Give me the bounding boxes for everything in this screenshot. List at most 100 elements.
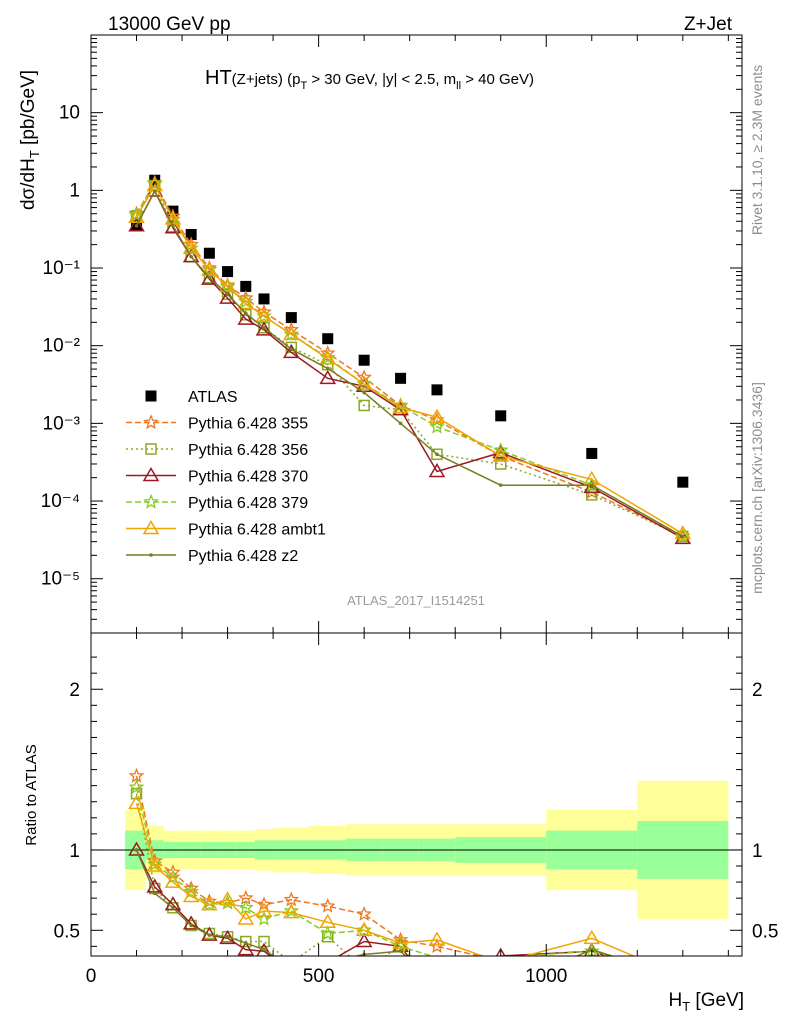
point-atlas xyxy=(185,229,197,241)
ratio-point-pythia-6-428-ambt1 xyxy=(583,929,601,945)
plot-title-end: > 40 GeV) xyxy=(461,71,534,88)
ratio-point-pythia-6-428-379 xyxy=(256,910,272,926)
point-pythia-6-428-z2 xyxy=(325,366,330,371)
y-tick-label-main: 10⁻² xyxy=(43,336,81,357)
point-pythia-6-428-379 xyxy=(128,206,145,222)
point-pythia-6-428-ambt1 xyxy=(283,325,300,341)
point-atlas xyxy=(203,247,215,259)
point-pythia-6-428-379 xyxy=(392,397,409,413)
ratio-point-pythia-6-428-ambt1 xyxy=(146,857,164,872)
point-pythia-6-428-z2 xyxy=(289,347,294,352)
x-tick-label: 500 xyxy=(303,966,335,987)
ratio-point-pythia-6-428-356 xyxy=(167,902,179,914)
ratio-series-group xyxy=(128,767,636,956)
point-pythia-6-428-370 xyxy=(201,270,218,285)
point-atlas xyxy=(586,447,598,459)
point-pythia-6-428-z2 xyxy=(398,421,403,426)
process-label: Z+Jet xyxy=(684,14,733,35)
point-pythia-6-428-379 xyxy=(429,418,445,434)
ratio-point-pythia-6-428-ambt1 xyxy=(392,934,409,949)
point-atlas xyxy=(431,384,443,396)
y-tick-label-main: 10 xyxy=(59,103,80,124)
ratio-point-pythia-6-428-379 xyxy=(319,925,336,941)
ratio-point-pythia-6-428-ambt1 xyxy=(255,902,273,917)
source-label: mcplots.cern.ch [arXiv:1306.3436] xyxy=(749,382,765,594)
ratio-point-pythia-6-428-z2 xyxy=(207,933,212,937)
point-pythia-6-428-379 xyxy=(201,261,218,277)
ratio-point-pythia-6-428-z2 xyxy=(134,848,139,852)
ratio-point-pythia-6-428-379 xyxy=(128,779,145,794)
legend-marker-pythia-6-428-370 xyxy=(142,467,160,482)
point-pythia-6-428-370 xyxy=(428,463,446,478)
point-pythia-6-428-379 xyxy=(183,240,199,255)
legend-label-pythia-6-428-z2: Pythia 6.428 z2 xyxy=(188,548,298,565)
point-pythia-6-428-356 xyxy=(586,489,598,501)
ratio-point-pythia-6-428-z2 xyxy=(189,923,193,928)
point-pythia-6-428-ambt1 xyxy=(255,307,273,322)
ratio-line-pythia-6-428-355 xyxy=(135,775,483,956)
axes-frames xyxy=(90,34,743,957)
point-atlas xyxy=(222,266,234,278)
point-pythia-6-428-356 xyxy=(494,458,507,470)
point-pythia-6-428-379 xyxy=(256,308,272,323)
point-pythia-6-428-z2 xyxy=(681,534,685,539)
legend-marker-pythia-6-428-ambt1 xyxy=(142,520,160,535)
ratio-point-pythia-6-428-ambt1 xyxy=(164,873,182,888)
point-pythia-6-428-379 xyxy=(219,278,236,294)
ratio-point-pythia-6-428-ambt1 xyxy=(283,904,300,919)
point-atlas xyxy=(322,333,334,345)
point-pythia-6-428-370 xyxy=(319,369,337,385)
point-pythia-6-428-356 xyxy=(358,399,370,412)
point-atlas xyxy=(285,312,297,324)
point-atlas xyxy=(240,280,252,292)
ratio-point-pythia-6-428-355 xyxy=(183,880,199,896)
point-atlas xyxy=(358,354,370,366)
point-pythia-6-428-356 xyxy=(431,448,443,461)
point-pythia-6-428-370 xyxy=(164,219,182,234)
ratio-point-pythia-6-428-ambt1 xyxy=(201,896,218,911)
legend-label-pythia-6-428-379: Pythia 6.428 379 xyxy=(188,495,308,512)
ratio-point-pythia-6-428-379 xyxy=(356,922,372,937)
ratio-line-pythia-6-428-370 xyxy=(135,849,610,956)
point-pythia-6-428-z2 xyxy=(435,452,439,457)
legend-label-atlas: ATLAS xyxy=(188,389,238,406)
point-pythia-6-428-ambt1 xyxy=(237,294,255,310)
ratio-point-pythia-6-428-ambt1 xyxy=(219,891,236,906)
ratio-point-pythia-6-428-z2 xyxy=(152,891,157,896)
x-axis-label-unit: [GeV] xyxy=(690,990,744,1011)
point-atlas xyxy=(258,293,270,305)
point-pythia-6-428-ambt1 xyxy=(201,261,218,276)
ratio-point-pythia-6-428-z2 xyxy=(262,947,266,952)
y-axis-label-main: dσ/dHT [pb/GeV] xyxy=(18,70,42,210)
y-tick-label-main: 10⁻³ xyxy=(43,413,81,434)
beam-label: 13000 GeV pp xyxy=(108,14,231,35)
ratio-point-pythia-6-428-z2 xyxy=(243,941,248,945)
ratio-point-pythia-6-428-z2 xyxy=(225,934,230,939)
main-panel-marks xyxy=(128,174,692,545)
point-pythia-6-428-ambt1 xyxy=(219,277,236,293)
point-pythia-6-428-z2 xyxy=(262,325,266,330)
series-line-pythia-6-428-355 xyxy=(135,181,684,538)
ratio-point-pythia-6-428-ambt1 xyxy=(237,910,255,925)
ratio-line-pythia-6-428-379 xyxy=(135,787,611,956)
y-axis-label-main-text: dσ/dH xyxy=(18,158,39,210)
point-pythia-6-428-ambt1 xyxy=(319,350,337,365)
legend-label-pythia-6-428-355: Pythia 6.428 355 xyxy=(188,416,308,433)
ratio-line-pythia-6-428-ambt1 xyxy=(135,803,636,956)
analysis-id: ATLAS_2017_I1514251 xyxy=(347,593,485,608)
ratio-point-pythia-6-428-ambt1 xyxy=(182,888,200,903)
ratio-point-pythia-6-428-379 xyxy=(165,869,181,884)
point-pythia-6-428-ambt1 xyxy=(674,525,692,540)
plot-title-rest: (Z+jets) (p xyxy=(232,71,301,88)
legend: ATLAS Pythia 6.428 355 Pythia 6.428 356 Pyt… xyxy=(126,389,326,565)
axis-ticks: 0 500 1000 10⁻⁵ 10⁻⁴ 10⁻³ 10⁻² 10⁻¹ 1 10 0.5 0.5 1 1 2… xyxy=(41,34,778,987)
ratio-uncertainty-band xyxy=(91,780,742,920)
ratio-point-pythia-6-428-370 xyxy=(355,933,373,948)
y-tick-label-main: 10⁻¹ xyxy=(43,258,81,279)
legend-marker-pythia-6-428-z2 xyxy=(149,553,153,557)
plot-title-mid: > 30 GeV, |y| < 2.5, m xyxy=(307,71,456,88)
legend-label-pythia-6-428-356: Pythia 6.428 356 xyxy=(188,442,308,459)
ratio-line-pythia-6-428-z2 xyxy=(135,849,615,956)
ratio-panel-marks xyxy=(128,767,636,956)
